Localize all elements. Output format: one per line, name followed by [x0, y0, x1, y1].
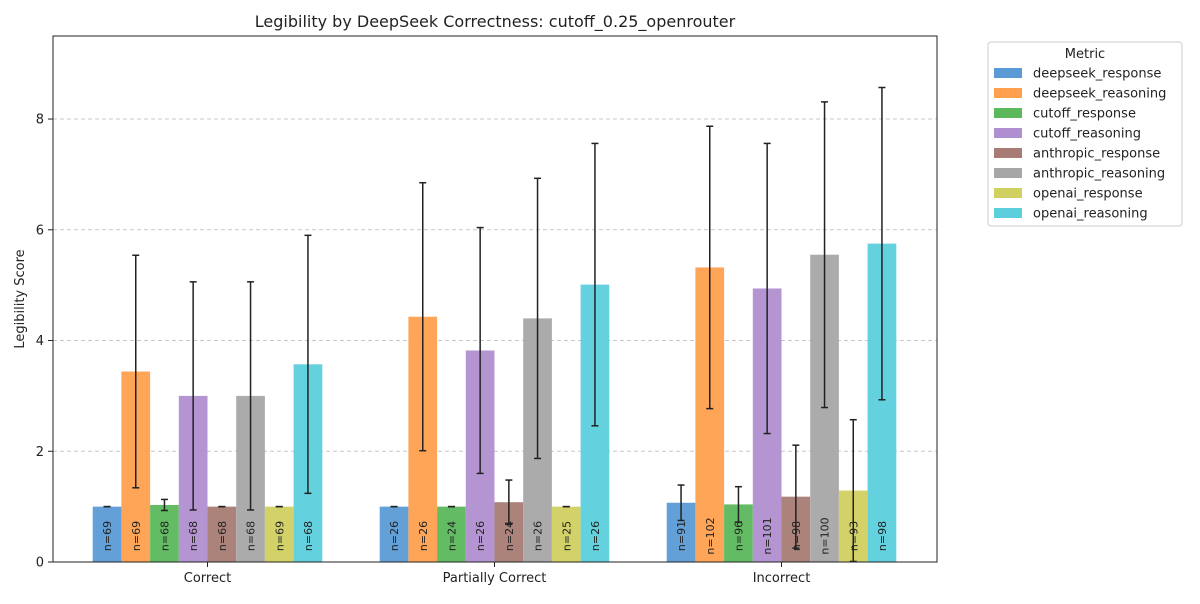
n-label: n=102	[704, 517, 717, 554]
bar-anthropic-response	[207, 506, 237, 562]
n-label: n=69	[273, 521, 286, 551]
legend-swatch	[994, 128, 1022, 138]
legend-swatch	[994, 108, 1022, 118]
n-label: n=69	[101, 521, 114, 551]
x-ticks-layer: Correct Partially Correct Incorrect	[184, 562, 811, 586]
n-label: n=26	[417, 521, 430, 551]
y-ticks-layer: 0 2 4 6 8	[36, 113, 53, 571]
n-label: n=93	[847, 521, 860, 551]
y-tick-label: 8	[36, 113, 44, 128]
n-label: n=26	[589, 521, 602, 551]
n-label: n=26	[388, 521, 401, 551]
n-label: n=68	[158, 521, 171, 551]
legend-items: deepseek_response deepseek_reasoningcutof…	[994, 67, 1166, 222]
legend-label: anthropic_response	[1033, 147, 1160, 162]
legend-title: Metric	[1065, 47, 1105, 62]
legend-label: openai_response	[1033, 187, 1143, 202]
n-label: n=69	[130, 521, 143, 551]
legend-swatch	[994, 168, 1022, 178]
legend-label: deepseek_reasoning	[1033, 87, 1166, 102]
y-tick-label: 2	[36, 445, 44, 460]
legend-label: cutoff_reasoning	[1033, 127, 1141, 142]
n-label: n=68	[245, 521, 258, 551]
x-tick-label: Partially Correct	[443, 571, 547, 586]
n-label: n=25	[560, 521, 573, 551]
bar-deepseek-response	[92, 506, 122, 562]
legend-swatch	[994, 68, 1022, 78]
n-label: n=96	[732, 521, 745, 551]
n-label: n=98	[876, 521, 889, 551]
legend-swatch	[994, 188, 1022, 198]
y-tick-label: 6	[36, 223, 44, 238]
n-label: n=91	[675, 521, 688, 551]
bar-openai-response	[264, 506, 294, 562]
legend-swatch	[994, 148, 1022, 158]
legend-label: openai_reasoning	[1033, 207, 1148, 222]
bar-cutoff-response	[150, 504, 179, 562]
n-label: n=24	[503, 521, 516, 551]
legend-label: deepseek_response	[1033, 67, 1161, 82]
bar-openai-response	[551, 506, 581, 562]
y-tick-label: 0	[36, 556, 44, 571]
n-label: n=98	[790, 521, 803, 551]
n-label: n=68	[216, 521, 229, 551]
n-label: n=26	[474, 521, 487, 551]
chart-title: Legibility by DeepSeek Correctness: cuto…	[255, 12, 736, 32]
n-label: n=26	[532, 521, 545, 551]
bars-layer	[92, 243, 897, 562]
legend: Metric deepseek_response deepseek_reasoni…	[987, 41, 1183, 227]
bar-cutoff-response	[437, 506, 466, 562]
legend-swatch	[994, 208, 1022, 218]
legend-label: cutoff_response	[1033, 107, 1136, 122]
n-labels-layer: n=69 n=26 n=91 n=69 n=26 n=102 n=68 n=24 n=96 n=6…	[101, 517, 889, 554]
x-tick-label: Incorrect	[753, 571, 811, 586]
bar-deepseek-response	[379, 506, 409, 562]
n-label: n=68	[302, 521, 315, 551]
legend-box	[987, 41, 1183, 227]
y-tick-label: 4	[36, 334, 44, 349]
grid-layer	[53, 118, 937, 452]
n-label: n=101	[761, 517, 774, 554]
x-tick-label: Correct	[184, 571, 231, 586]
n-label: n=100	[819, 517, 832, 554]
legend-label: anthropic_reasoning	[1033, 167, 1165, 182]
y-axis-title: Legibility Score	[13, 249, 28, 348]
legend-swatch	[994, 88, 1022, 98]
error-bars-layer	[103, 86, 886, 563]
n-label: n=68	[187, 521, 200, 551]
n-label: n=24	[445, 521, 458, 551]
